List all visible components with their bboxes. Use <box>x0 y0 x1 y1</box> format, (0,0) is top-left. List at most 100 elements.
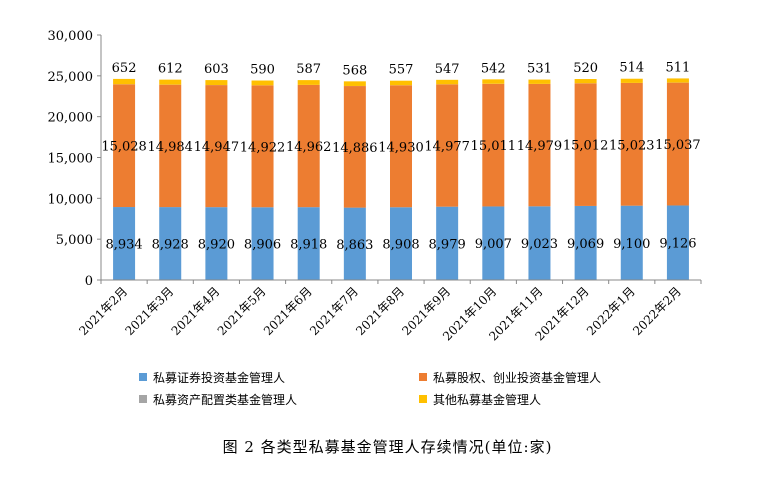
data-label: 8,979 <box>429 237 466 252</box>
bar-segment <box>251 85 274 208</box>
data-label: 15,012 <box>563 139 609 154</box>
bar-segment <box>297 80 320 85</box>
data-label: 8,908 <box>382 238 419 253</box>
y-tick-label: 5,000 <box>56 233 93 248</box>
data-label: 14,984 <box>147 140 193 155</box>
y-tick-label: 0 <box>85 274 93 289</box>
y-tick-label: 15,000 <box>48 152 94 167</box>
x-tick-label: 2021年3月 <box>122 284 176 338</box>
data-label: 15,037 <box>655 138 701 153</box>
data-label: 8,928 <box>152 238 189 253</box>
legend-label: 私募资产配置类基金管理人 <box>153 392 297 407</box>
legend-swatch <box>419 395 427 403</box>
data-label: 557 <box>389 63 414 78</box>
bar-segment <box>528 206 551 280</box>
data-label: 14,979 <box>517 139 563 154</box>
data-label: 8,918 <box>290 238 327 253</box>
bar-segment <box>482 206 505 280</box>
legend-swatch <box>139 373 147 381</box>
legend-swatch <box>419 373 427 381</box>
bar-segment <box>205 85 228 208</box>
data-label: 568 <box>342 63 367 78</box>
bar-segment <box>390 207 412 280</box>
bar-segment <box>205 207 228 280</box>
bar-segment <box>343 86 366 208</box>
x-tick-label: 2022年2月 <box>630 284 684 338</box>
data-label: 15,023 <box>609 138 655 153</box>
y-tick-label: 30,000 <box>48 29 94 44</box>
bar-segment <box>574 205 597 280</box>
bar-segment <box>159 207 182 280</box>
bar-segment <box>113 84 136 208</box>
data-label: 14,962 <box>286 140 332 155</box>
data-label: 14,947 <box>194 140 240 155</box>
data-label: 542 <box>481 61 506 76</box>
stacked-bar-chart: 0 5,000 10,000 15,000 20,000 25,000 30,000 8,9… <box>48 29 702 407</box>
bar-segment <box>343 207 366 280</box>
bar-segment <box>620 78 643 83</box>
data-label: 9,023 <box>521 237 558 252</box>
y-axis: 0 5,000 10,000 15,000 20,000 25,000 30,000 <box>48 29 102 289</box>
data-label: 511 <box>666 60 691 75</box>
bars <box>113 78 689 280</box>
bar-segment <box>251 80 274 86</box>
x-tick-label: 2021年5月 <box>215 284 269 338</box>
bar-segment <box>159 84 182 208</box>
data-label: 547 <box>435 62 460 77</box>
bar-segment <box>620 205 643 280</box>
y-tick-label: 10,000 <box>48 192 94 207</box>
x-tick-label: 2021年4月 <box>169 284 223 338</box>
legend-label: 私募股权、创业投资基金管理人 <box>433 370 601 385</box>
data-label: 9,100 <box>613 237 650 252</box>
bar-segment <box>574 79 597 84</box>
data-label: 9,007 <box>475 237 512 252</box>
data-label: 652 <box>112 61 137 76</box>
bar-segment <box>343 81 366 86</box>
bar-segment <box>297 84 320 208</box>
bar-segment <box>482 83 505 207</box>
data-label: 590 <box>250 63 275 78</box>
x-tick-label: 2021年6月 <box>261 284 315 338</box>
bar-segment <box>159 79 182 85</box>
data-label: 14,886 <box>332 141 378 156</box>
bar-segment <box>205 80 228 86</box>
x-axis: 2021年2月2021年3月2021年4月2021年5月2021年6月2021年… <box>76 279 702 343</box>
data-label: 8,934 <box>105 238 142 253</box>
data-label: 15,011 <box>471 139 517 154</box>
bar-segment <box>390 85 412 208</box>
bar-segment <box>666 82 689 206</box>
data-labels: 8,934 15,028 652 8,928 14,984 612 8,920 14,947 6… <box>101 60 700 252</box>
bar-segment <box>482 79 505 84</box>
legend-swatch <box>139 395 147 403</box>
bar-segment <box>390 80 412 86</box>
data-label: 8,920 <box>198 238 235 253</box>
y-tick-label: 25,000 <box>48 70 94 85</box>
legend-label: 私募证券投资基金管理人 <box>153 370 285 385</box>
bar-segment <box>436 79 459 85</box>
x-tick-label: 2021年8月 <box>353 284 407 338</box>
data-label: 520 <box>573 61 598 76</box>
x-tick-label: 2021年2月 <box>76 284 130 338</box>
bar-segment <box>666 78 689 83</box>
bar-segment <box>528 79 551 84</box>
data-label: 531 <box>527 62 552 77</box>
data-label: 587 <box>296 62 321 77</box>
data-label: 14,977 <box>424 140 470 155</box>
x-tick-label: 2021年7月 <box>307 284 361 338</box>
data-label: 8,863 <box>336 238 373 253</box>
data-label: 9,126 <box>659 237 696 252</box>
figure-caption: 图 2 各类型私募基金管理人存续情况(单位:家) <box>222 438 553 456</box>
data-label: 612 <box>158 62 183 77</box>
bar-segment <box>620 82 643 206</box>
bar-segment <box>436 206 459 280</box>
y-tick-label: 20,000 <box>48 111 94 126</box>
data-label: 14,922 <box>240 140 286 155</box>
data-label: 9,069 <box>567 237 604 252</box>
bar-segment <box>251 207 274 280</box>
bar-segment <box>113 78 136 85</box>
data-label: 514 <box>619 61 644 76</box>
data-label: 8,906 <box>244 238 281 253</box>
bar-segment <box>574 83 597 206</box>
bar-segment <box>666 205 689 280</box>
